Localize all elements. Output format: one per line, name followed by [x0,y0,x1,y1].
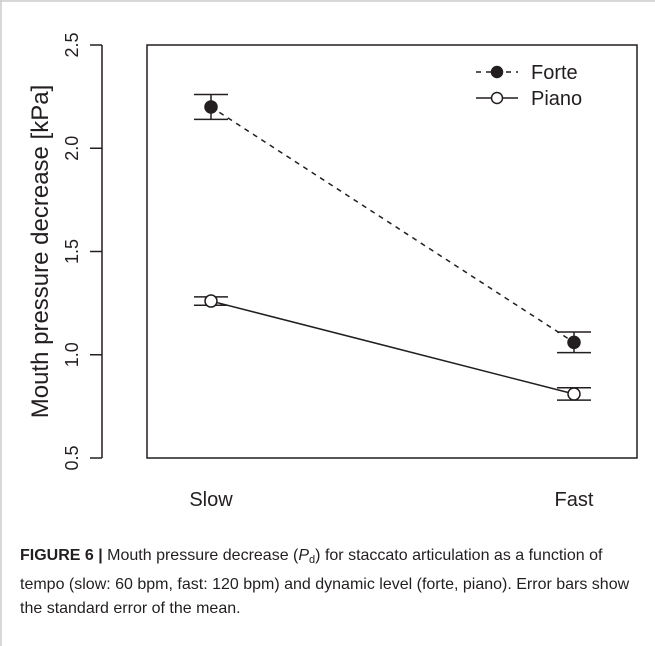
series-piano [194,294,591,401]
figure-caption: FIGURE 6 | Mouth pressure decrease (Pd) … [20,544,640,622]
x-axis: Slow Fast [189,489,594,511]
caption-symbol-subscript: d [309,554,316,566]
legend-label: Forte [531,62,578,84]
y-tick-label: 2.0 [62,136,82,161]
legend-marker [490,91,504,105]
y-axis: 0.5 1.0 1.5 2.0 2.5 [62,32,103,471]
plot-box [146,44,638,459]
series-line [210,300,575,395]
x-tick-label: Fast [555,489,594,511]
legend-label: Piano [531,88,582,110]
figure-label: FIGURE 6 | [20,547,103,564]
series-layer [194,93,591,401]
data-point [567,335,581,350]
data-point [204,100,218,114]
legend-marker [490,65,504,79]
x-tick-label: Slow [189,489,233,511]
series-forte [194,93,591,354]
y-tick-label: 2.5 [62,32,82,57]
caption-text-start: Mouth pressure decrease ( [102,547,299,564]
caption-text-end: ) for staccato articulation as a functio… [20,547,630,617]
caption-symbol: P [298,547,310,564]
y-axis-label: Mouth pressure decrease [kPa] [27,85,54,419]
line-chart: 0.5 1.0 1.5 2.0 2.5 Slow Fast Mouth pressure … [27,32,638,511]
data-point [204,294,218,308]
y-tick-label: 0.5 [62,445,82,470]
data-point [567,387,581,401]
legend: Forte Piano [476,62,582,110]
y-tick-label: 1.5 [62,239,82,264]
y-tick-label: 1.0 [62,342,82,367]
series-line [210,106,575,343]
